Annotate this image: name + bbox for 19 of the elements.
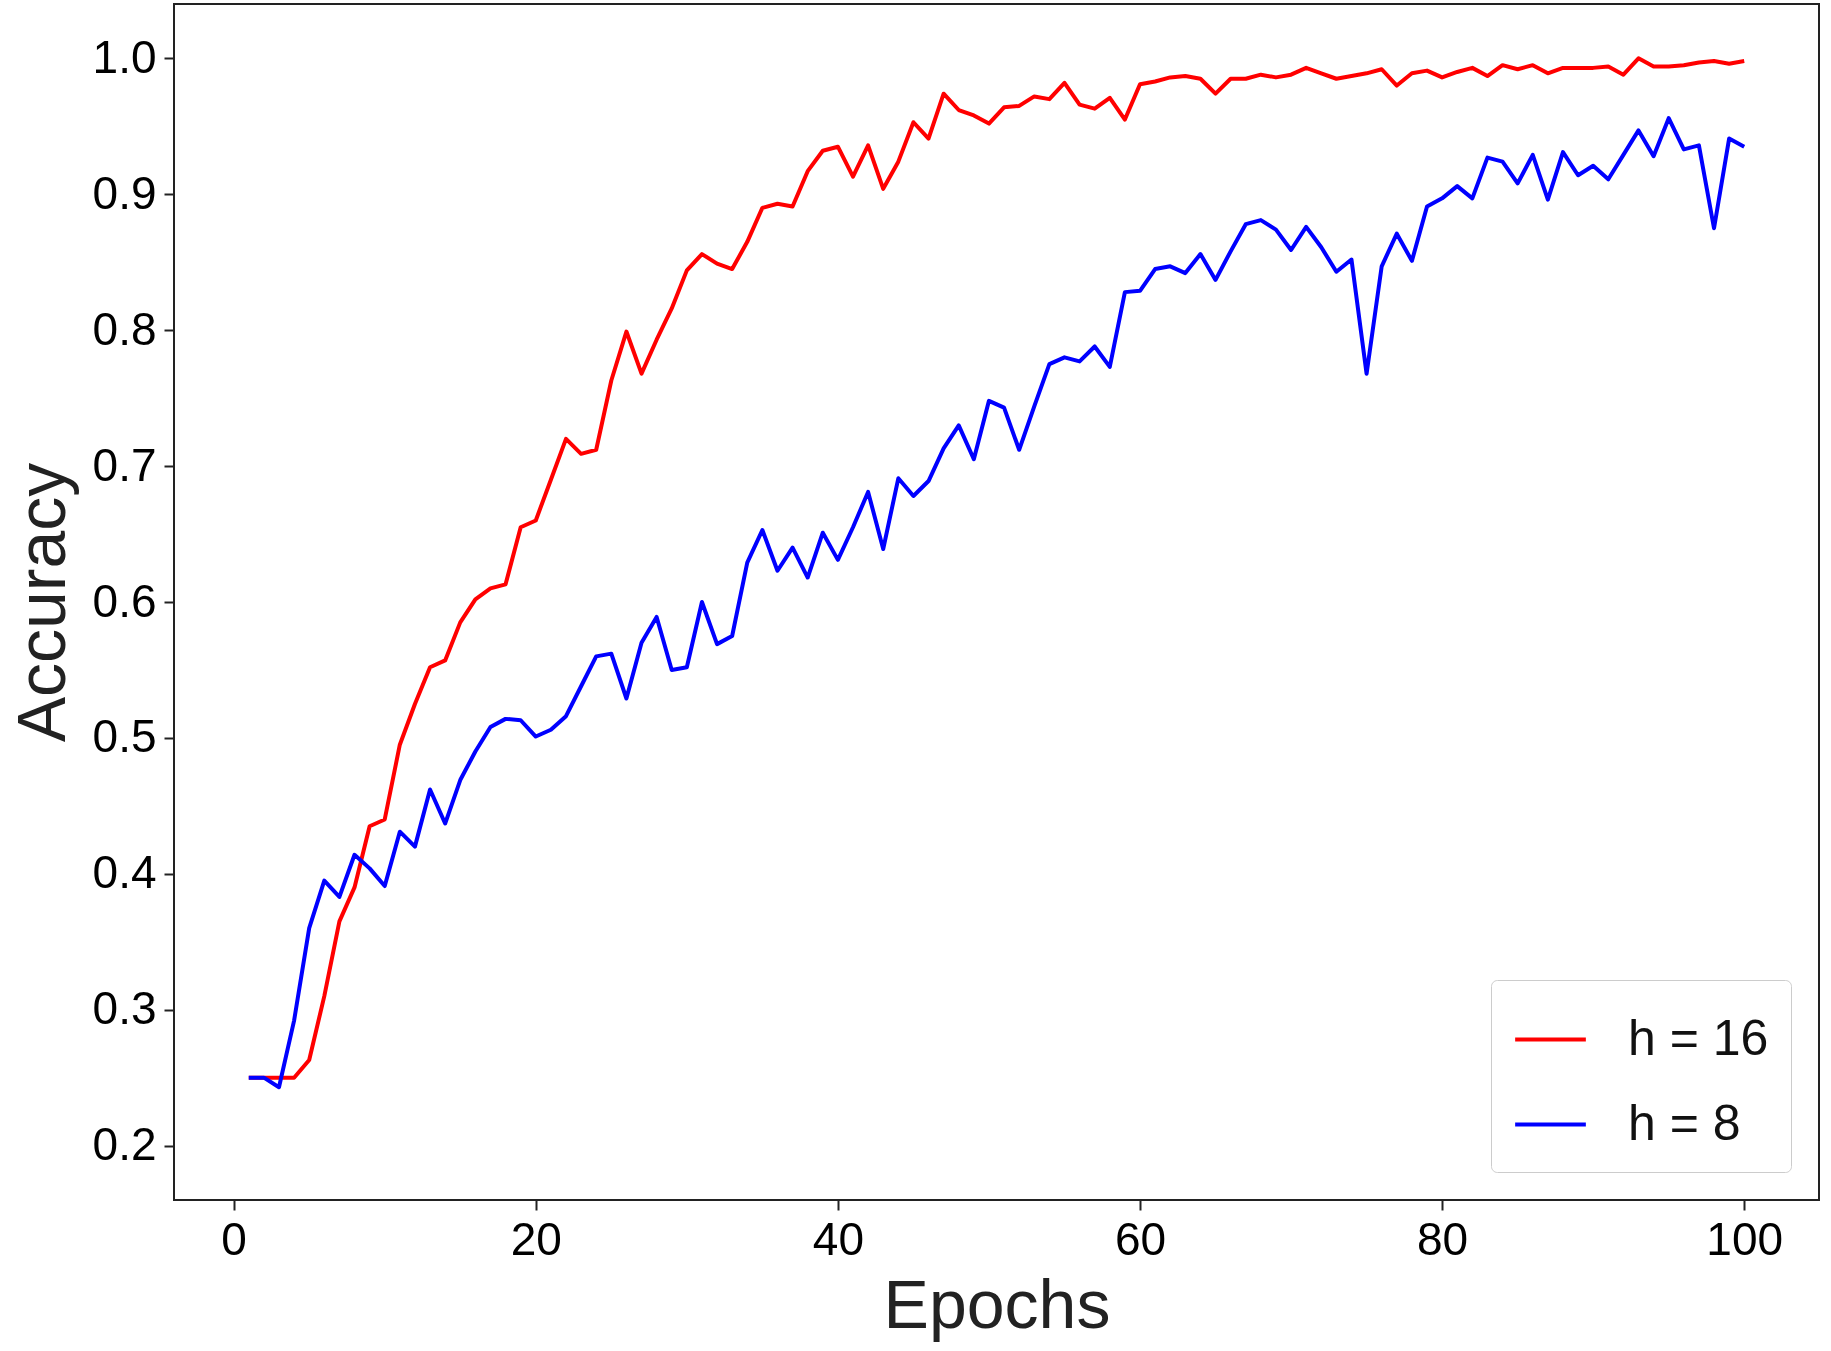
y-tick-label: 0.7 [92,438,157,491]
y-tick-label: 0.2 [92,1118,157,1171]
legend-label: h = 16 [1628,1009,1769,1066]
x-tick-label: 60 [1114,1212,1167,1265]
y-tick-label: 0.9 [92,166,157,219]
y-tick-label: 0.8 [92,302,157,355]
x-tick-label: 80 [1417,1212,1469,1265]
legend-label: h = 8 [1628,1094,1741,1151]
y-tick-label: 0.5 [92,710,157,763]
x-tick-label: 0 [221,1212,247,1265]
y-axis-title: Accuracy [2,462,79,743]
y-tick-label: 1.0 [92,30,157,83]
y-tick-label: 0.6 [92,574,157,627]
x-tick-label: 40 [812,1212,864,1265]
y-tick-label: 0.3 [92,982,157,1035]
x-axis-title: Epochs [883,1265,1111,1342]
y-tick-label: 0.4 [92,846,157,899]
x-tick-label: 100 [1706,1212,1784,1265]
x-tick-label: 20 [510,1212,562,1265]
